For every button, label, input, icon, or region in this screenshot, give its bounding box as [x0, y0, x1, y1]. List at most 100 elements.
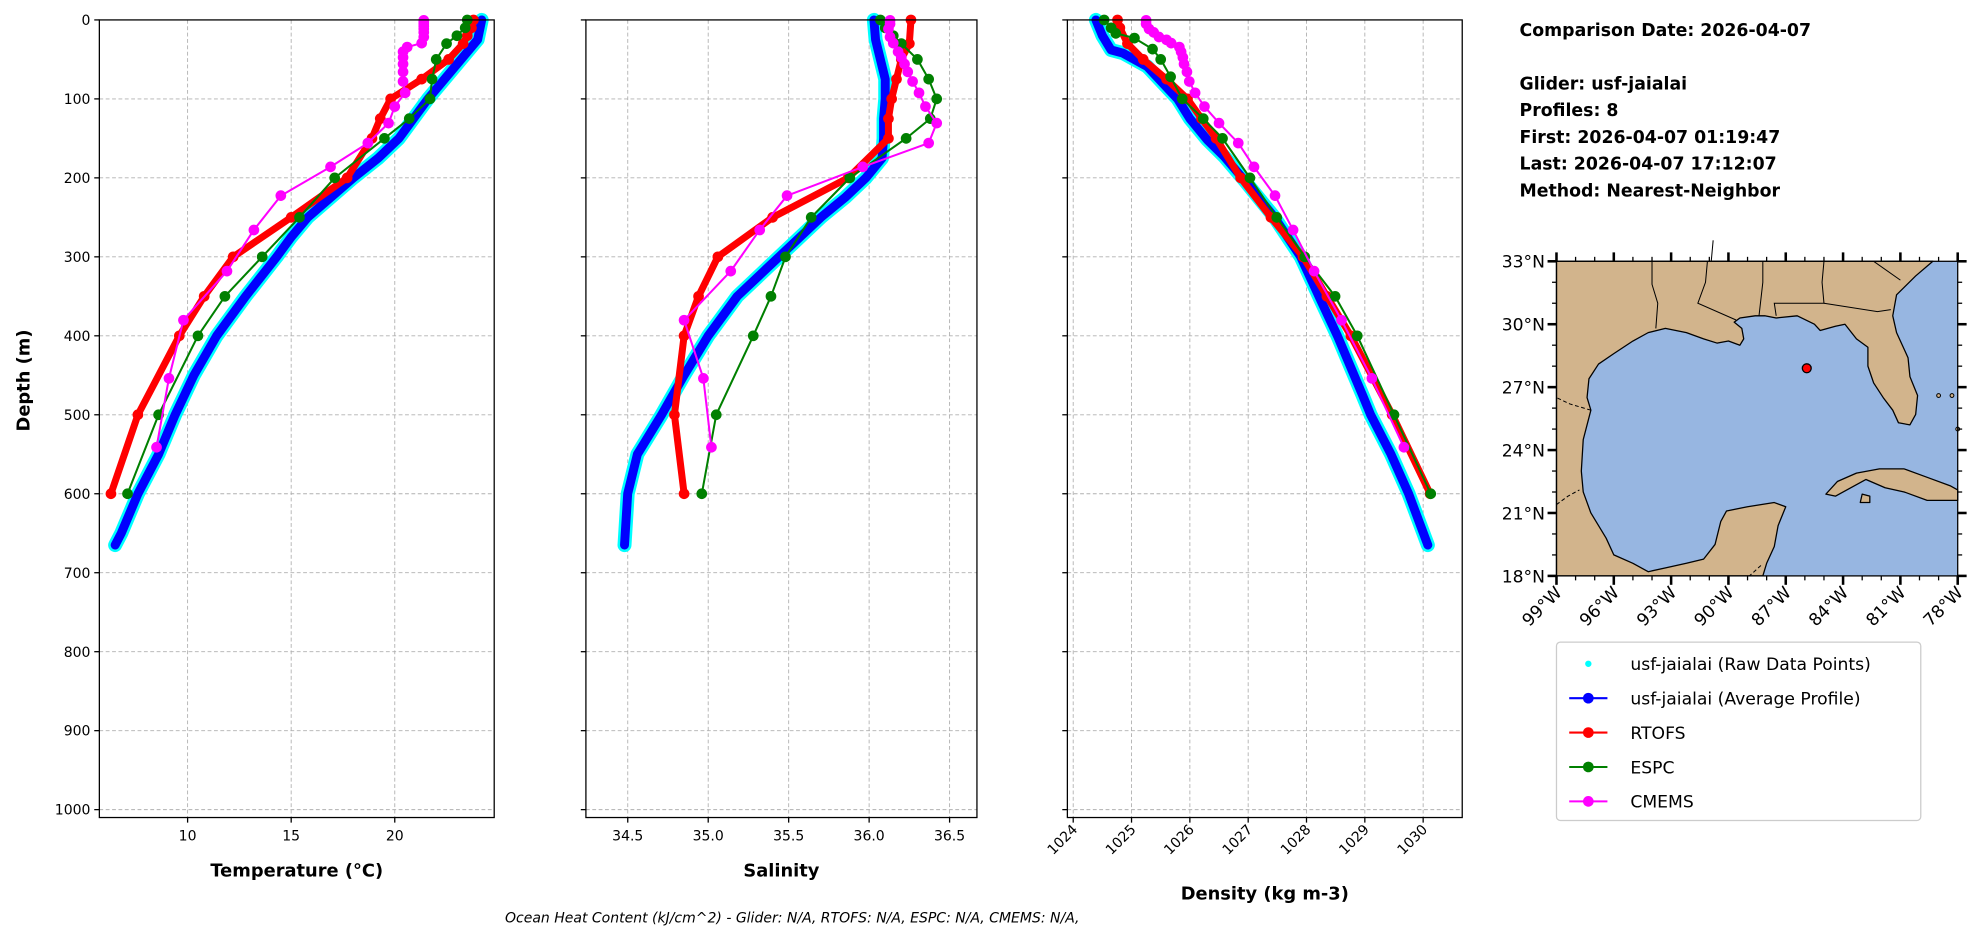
legend-box — [1555, 641, 1922, 822]
cmems-point — [397, 58, 409, 70]
x-tick-label: 36.5 — [934, 828, 965, 844]
rtofs-point — [374, 113, 386, 124]
cmems-point — [1287, 224, 1299, 236]
mainland-land — [1555, 260, 1934, 577]
ocean-heat-content-footer: Ocean Heat Content (kJ/cm^2) - Glider: N… — [505, 910, 1080, 926]
espc-point — [122, 488, 133, 500]
espc-point — [780, 251, 791, 263]
legend-marker — [1582, 761, 1594, 773]
cmems-point — [698, 373, 709, 384]
y-tick-label: 100 — [64, 92, 91, 108]
axes-frame — [98, 19, 495, 819]
x-tick-label: 1025 — [1103, 822, 1140, 859]
y-tick-label: 500 — [64, 408, 91, 424]
espc-point — [1244, 172, 1256, 184]
y-tick-label: 1000 — [55, 803, 91, 819]
cmems-point — [706, 441, 717, 453]
espc-point — [1129, 32, 1140, 44]
x-tick-label: 1027 — [1220, 822, 1257, 859]
profile-panels: 0 100 200 300 400 500 600 700 800 900 1000 10 15 20 Te… — [13, 12, 1463, 904]
national-border — [1556, 489, 1580, 505]
cmems-point — [1181, 66, 1193, 78]
lon-tick-label: 96°W — [1576, 583, 1624, 631]
espc-point — [403, 113, 415, 124]
cmems-point — [1232, 137, 1244, 149]
espc-point — [1110, 28, 1122, 39]
lon-tick-label: 99°W — [1519, 583, 1567, 631]
espc-point — [1351, 330, 1363, 342]
rtofs-point — [105, 488, 117, 500]
x-tick-label: 1028 — [1278, 822, 1315, 859]
legend-label: ESPC — [1630, 758, 1674, 778]
bahamas-island — [1949, 393, 1955, 398]
legend-entry-raw: usf-jaialai (Raw Data Points) — [1585, 655, 1871, 675]
espc-point — [1425, 488, 1437, 500]
legend-entry-espc: ESPC — [1569, 758, 1674, 778]
cmems-point — [781, 190, 793, 201]
y-tick-label: 300 — [64, 250, 91, 266]
legend-marker — [1582, 727, 1594, 738]
state-border — [1710, 240, 1714, 262]
cmems-point — [178, 314, 189, 326]
espc-point — [441, 38, 452, 49]
state-border — [1873, 260, 1901, 281]
espc-point — [1217, 133, 1228, 144]
cmems-point — [902, 66, 914, 78]
cmems-point — [399, 87, 411, 99]
espc-point — [1271, 212, 1283, 223]
espc-point — [747, 330, 759, 342]
lat-tick-label: 33°N — [1502, 253, 1545, 273]
espc-point — [1197, 113, 1209, 124]
lat-tick-label: 18°N — [1502, 567, 1545, 587]
cmems-point — [857, 161, 869, 173]
espc-point — [844, 172, 856, 184]
espc-point — [219, 290, 231, 302]
rtofs-point — [883, 113, 894, 124]
legend-entry-glider: usf-jaialai (Average Profile) — [1569, 690, 1861, 710]
legend-marker — [1585, 660, 1592, 667]
espc-point — [1165, 71, 1176, 83]
espc-point — [912, 54, 923, 65]
glider-line — [620, 15, 890, 550]
cmems-point — [887, 37, 899, 49]
espc-point — [696, 488, 708, 500]
cmems-point — [920, 101, 931, 112]
cmems-point — [1248, 161, 1260, 173]
density-axis-label: Density (kg m-3) — [1181, 883, 1349, 904]
axes-frame — [1066, 19, 1463, 819]
cmems-point — [883, 23, 894, 35]
legend-label: usf-jaialai (Average Profile) — [1630, 690, 1860, 710]
rtofs-point — [678, 330, 690, 342]
depth-axis-label: Depth (m) — [13, 330, 34, 432]
temperature-axis-label: Temperature (°C) — [210, 861, 383, 882]
rtofs-point — [883, 133, 894, 144]
y-tick-label: 600 — [64, 487, 91, 503]
y-tick-label: 700 — [64, 566, 91, 582]
glider-location-marker — [1801, 363, 1812, 374]
cmems-point — [923, 137, 935, 149]
cmems-point — [1366, 373, 1378, 384]
legend-label: RTOFS — [1630, 724, 1685, 744]
glider-series — [110, 15, 487, 550]
espc-point — [430, 54, 442, 65]
rtofs-point — [341, 172, 353, 184]
salinity-axis-label: Salinity — [743, 861, 819, 882]
density-panel: 1024 1025 1026 1027 1028 1029 1030 Density (kg … — [1045, 12, 1463, 904]
state-border — [1697, 261, 1737, 321]
espc-point — [1155, 54, 1167, 65]
espc-point — [805, 212, 817, 223]
espc-point — [1147, 43, 1158, 55]
cmems-point — [1213, 117, 1225, 129]
x-tick-label: 15 — [282, 828, 300, 844]
glider-line — [110, 15, 487, 550]
rtofs-point — [891, 73, 902, 85]
cmems-point — [1183, 76, 1195, 87]
espc-point — [710, 409, 722, 421]
x-tick-label: 1030 — [1395, 822, 1432, 859]
lon-tick-label: 87°W — [1748, 583, 1796, 631]
espc-point — [895, 38, 907, 49]
x-tick-label: 20 — [386, 828, 404, 844]
rtofs-point — [1235, 172, 1246, 184]
rtofs-point — [457, 38, 469, 49]
y-tick-label: 200 — [64, 171, 91, 187]
